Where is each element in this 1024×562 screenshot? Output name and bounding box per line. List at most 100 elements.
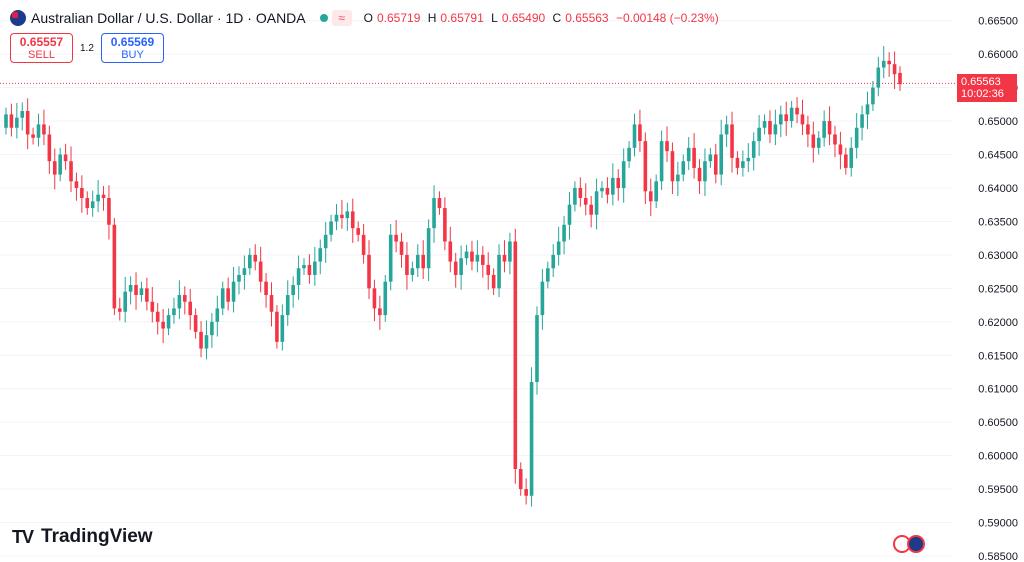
candle-body [161, 321, 165, 329]
candle-body [291, 285, 295, 296]
candle-body [898, 72, 902, 85]
candle-body [85, 198, 90, 209]
candle-body [36, 124, 41, 138]
candle-body [567, 204, 572, 225]
candle-body [47, 134, 52, 162]
candle-body [627, 147, 631, 162]
candle-body [546, 268, 550, 282]
candle-body [692, 147, 696, 168]
candle-body [621, 161, 626, 188]
candle-body [654, 181, 658, 202]
candle-body [204, 335, 209, 349]
candle-body [220, 288, 225, 309]
candle-body [648, 191, 653, 202]
sell-button[interactable]: 0.65557 SELL [10, 33, 73, 63]
candle-body [611, 177, 615, 195]
candle-body [367, 254, 371, 289]
tradingview-wordmark: TradingView [41, 526, 153, 547]
y-tick-label: 0.66000 [978, 49, 1018, 61]
high-value: 0.65791 [440, 11, 484, 25]
candle-body [708, 154, 713, 162]
y-tick-label: 0.60000 [978, 451, 1018, 463]
compare-symbols-icon[interactable] [893, 535, 927, 553]
candle-body [437, 198, 442, 209]
candle-body [394, 234, 398, 242]
candle-body [432, 198, 436, 229]
candle-body [63, 154, 68, 162]
y-tick-label: 0.66500 [978, 16, 1018, 28]
candle-body [578, 187, 583, 199]
candle-body [378, 308, 382, 316]
candle-body [388, 234, 393, 282]
candle-body [573, 187, 577, 205]
candle-body [242, 268, 247, 275]
candle-body [800, 114, 805, 125]
candle-body [318, 248, 323, 262]
candle-body [697, 167, 702, 182]
bar-countdown: 10:02:36 [961, 88, 1004, 100]
high-label: H [427, 11, 437, 25]
candle-body [502, 254, 507, 262]
wave-icon[interactable]: ≈ [331, 10, 352, 26]
candle-body [226, 288, 230, 302]
candle-body [285, 295, 290, 316]
candle-body [665, 141, 669, 152]
candle-body [74, 181, 79, 188]
candle-body [172, 308, 176, 316]
candle-body [751, 141, 756, 158]
y-tick-label: 0.58500 [978, 551, 1018, 562]
candle-body [583, 198, 588, 205]
candle-body [789, 107, 794, 122]
grid-lines [0, 20, 952, 557]
candle-body [134, 285, 138, 296]
candle-body [464, 251, 469, 259]
candle-body [816, 137, 821, 148]
candle-body [296, 268, 301, 285]
market-status-icon[interactable] [319, 14, 328, 22]
candle-body [686, 147, 691, 162]
candle-body [518, 469, 523, 490]
candle-body [643, 141, 648, 192]
candle-body [237, 274, 241, 282]
candle-body [253, 254, 258, 262]
candle-body [768, 121, 772, 135]
candle-body [139, 288, 144, 296]
candle-body [713, 154, 718, 175]
candle-body [844, 154, 848, 168]
close-value: 0.65563 [565, 11, 609, 25]
candle-body [659, 141, 664, 182]
candle-body [871, 87, 875, 105]
candle-body [410, 268, 415, 275]
candle-body [632, 124, 637, 148]
candle-body [112, 224, 117, 309]
candle-body [811, 134, 816, 148]
y-tick-label: 0.63000 [978, 250, 1018, 262]
candle-body [42, 124, 46, 135]
symbol-title[interactable]: Australian Dollar / U.S. Dollar · 1D · O… [31, 10, 306, 26]
candle-body [69, 161, 73, 182]
candle-body [616, 177, 621, 188]
open-value: 0.65719 [376, 11, 421, 25]
candle-body [589, 204, 593, 215]
candle-body [795, 107, 799, 115]
candle-body [876, 67, 881, 88]
tradingview-mark-icon: TV [12, 526, 34, 547]
candle-body [415, 254, 420, 269]
candle-body [128, 285, 133, 292]
tradingview-logo[interactable]: TV TradingView [12, 526, 153, 548]
candle-body [470, 251, 474, 262]
candle-body [486, 264, 491, 275]
candle-body [676, 174, 680, 182]
candle-body [822, 121, 826, 138]
candle-body [155, 311, 160, 322]
candle-body [231, 281, 236, 302]
ohlc-legend: O 0.65719 H 0.65791 L 0.65490 C 0.65563 −0.0… [364, 11, 723, 25]
candle-body [741, 161, 745, 168]
candle-body [80, 187, 84, 199]
candle-body [258, 261, 263, 282]
buy-button[interactable]: 0.65569 BUY [101, 33, 164, 63]
candle-body [307, 264, 312, 275]
candle-body [638, 124, 642, 142]
aud-usd-flag-icon [10, 10, 26, 26]
